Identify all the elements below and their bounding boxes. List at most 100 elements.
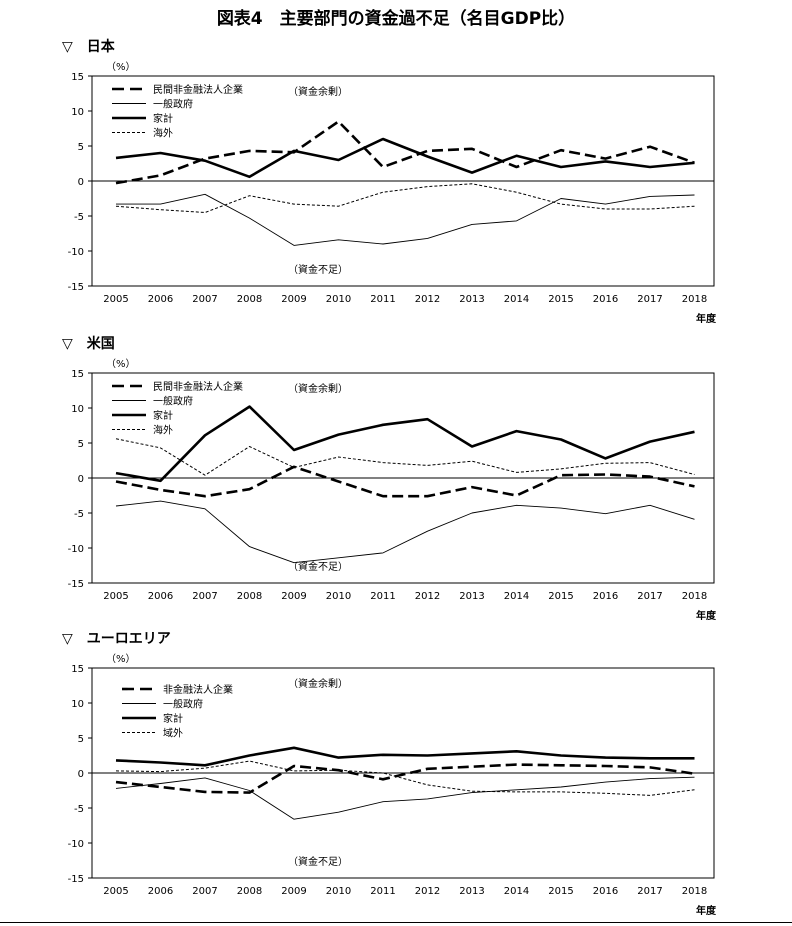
series-line-dash: [115, 465, 695, 498]
x-tick-label: 2018: [682, 294, 707, 305]
y-tick-label: -5: [74, 804, 84, 815]
section-title-euro: ▽ ユーロエリア: [62, 631, 171, 647]
legend-label: 民間非金融法人企業: [153, 83, 243, 96]
y-tick-label: -10: [68, 247, 84, 258]
x-tick-label: 2009: [281, 294, 306, 305]
x-tick-label: 2016: [593, 886, 618, 897]
legend-label: 一般政府: [153, 395, 193, 408]
x-tick-label: 2010: [326, 294, 351, 305]
section-title-japan: ▽ 日本: [62, 39, 115, 55]
legend-label: 民間非金融法人企業: [153, 380, 243, 393]
section-title-us: ▽ 米国: [62, 336, 115, 352]
x-tick-label: 2016: [593, 294, 618, 305]
x-axis-label: 年度: [696, 609, 717, 622]
x-axis-label: 年度: [696, 904, 717, 917]
x-tick-label: 2012: [415, 886, 440, 897]
y-tick-label: 5: [78, 142, 84, 153]
x-tick-label: 2007: [192, 294, 217, 305]
series-line-thick: [115, 746, 695, 767]
x-tick-label: 2010: [326, 591, 351, 602]
chart-main-title: 図表4 主要部門の資金過不足（名目GDP比）: [216, 9, 576, 29]
series-line-dash: [115, 763, 695, 794]
deficit-annotation: （資金不足）: [288, 560, 348, 573]
legend-label: 域外: [163, 727, 183, 740]
legend-label: 家計: [153, 409, 173, 422]
x-tick-label: 2007: [192, 886, 217, 897]
x-tick-label: 2010: [326, 886, 351, 897]
x-tick-label: 2011: [370, 591, 395, 602]
y-tick-label: 5: [78, 439, 84, 450]
x-tick-label: 2013: [459, 886, 484, 897]
legend-label: 海外: [153, 424, 173, 437]
y-tick-label: -10: [68, 839, 84, 850]
x-tick-label: 2005: [103, 294, 128, 305]
x-tick-label: 2016: [593, 591, 618, 602]
surplus-annotation: （資金余剰）: [288, 677, 348, 690]
x-tick-label: 2014: [504, 591, 529, 602]
series-line-thin: [115, 776, 695, 820]
x-tick-label: 2018: [682, 591, 707, 602]
x-tick-label: 2012: [415, 294, 440, 305]
x-axis-label: 年度: [696, 312, 717, 325]
x-tick-label: 2009: [281, 886, 306, 897]
legend-label: 一般政府: [163, 698, 203, 711]
x-tick-label: 2011: [370, 886, 395, 897]
series-line-thick: [115, 405, 695, 483]
y-tick-label: 0: [78, 177, 84, 188]
series-line-thick: [115, 137, 695, 179]
y-unit-label: （%）: [106, 61, 136, 73]
x-tick-label: 2015: [548, 886, 573, 897]
series-line-dot: [115, 438, 695, 476]
deficit-annotation: （資金不足）: [288, 855, 348, 868]
series-line-thin: [115, 500, 695, 564]
y-tick-label: -5: [74, 509, 84, 520]
x-tick-label: 2008: [237, 591, 262, 602]
y-tick-label: 10: [71, 404, 84, 415]
y-tick-label: -15: [68, 579, 84, 590]
x-tick-label: 2017: [637, 591, 662, 602]
chart-euro-area: 15 10 5 0 -5 -10 -15 2005 2006 2007 2008 2009 2010 20…: [68, 653, 717, 917]
x-tick-label: 2006: [148, 591, 173, 602]
y-tick-label: 10: [71, 699, 84, 710]
x-tick-label: 2017: [637, 886, 662, 897]
x-tick-label: 2014: [504, 886, 529, 897]
x-tick-label: 2017: [637, 294, 662, 305]
y-tick-label: 10: [71, 107, 84, 118]
legend-label: 家計: [163, 712, 183, 725]
x-tick-label: 2018: [682, 886, 707, 897]
surplus-annotation: （資金余剰）: [288, 382, 348, 395]
chart-japan: 15 10 5 0 -5 -10 -15 2005 2006 2007 2008 2009 2010 20…: [68, 61, 717, 325]
y-tick-label: 0: [78, 474, 84, 485]
x-tick-label: 2013: [459, 294, 484, 305]
x-tick-label: 2014: [504, 294, 529, 305]
x-tick-label: 2008: [237, 294, 262, 305]
y-tick-label: 0: [78, 769, 84, 780]
x-tick-label: 2009: [281, 591, 306, 602]
bottom-rule: [0, 922, 792, 923]
y-tick-label: -15: [68, 282, 84, 293]
y-unit-label: （%）: [106, 653, 136, 665]
legend-label: 非金融法人企業: [163, 683, 233, 696]
series-line-dot: [115, 183, 695, 213]
y-tick-label: -10: [68, 544, 84, 555]
x-tick-label: 2007: [192, 591, 217, 602]
legend-label: 海外: [153, 127, 173, 140]
x-tick-label: 2005: [103, 886, 128, 897]
y-tick-label: 15: [71, 369, 84, 380]
deficit-annotation: （資金不足）: [288, 263, 348, 276]
y-tick-label: 15: [71, 72, 84, 83]
x-tick-label: 2013: [459, 591, 484, 602]
legend-label: 一般政府: [153, 98, 193, 111]
y-tick-label: -15: [68, 874, 84, 885]
x-tick-label: 2006: [148, 294, 173, 305]
x-tick-label: 2011: [370, 294, 395, 305]
chart-us: 15 10 5 0 -5 -10 -15 2005 2006 2007 2008 2009 2010 20…: [68, 358, 717, 622]
y-tick-label: -5: [74, 212, 84, 223]
x-tick-label: 2015: [548, 591, 573, 602]
legend-label: 家計: [153, 112, 173, 125]
surplus-annotation: （資金余剰）: [288, 85, 348, 98]
x-tick-label: 2008: [237, 886, 262, 897]
x-tick-label: 2012: [415, 591, 440, 602]
series-line-dash: [115, 120, 695, 185]
y-tick-label: 15: [71, 664, 84, 675]
